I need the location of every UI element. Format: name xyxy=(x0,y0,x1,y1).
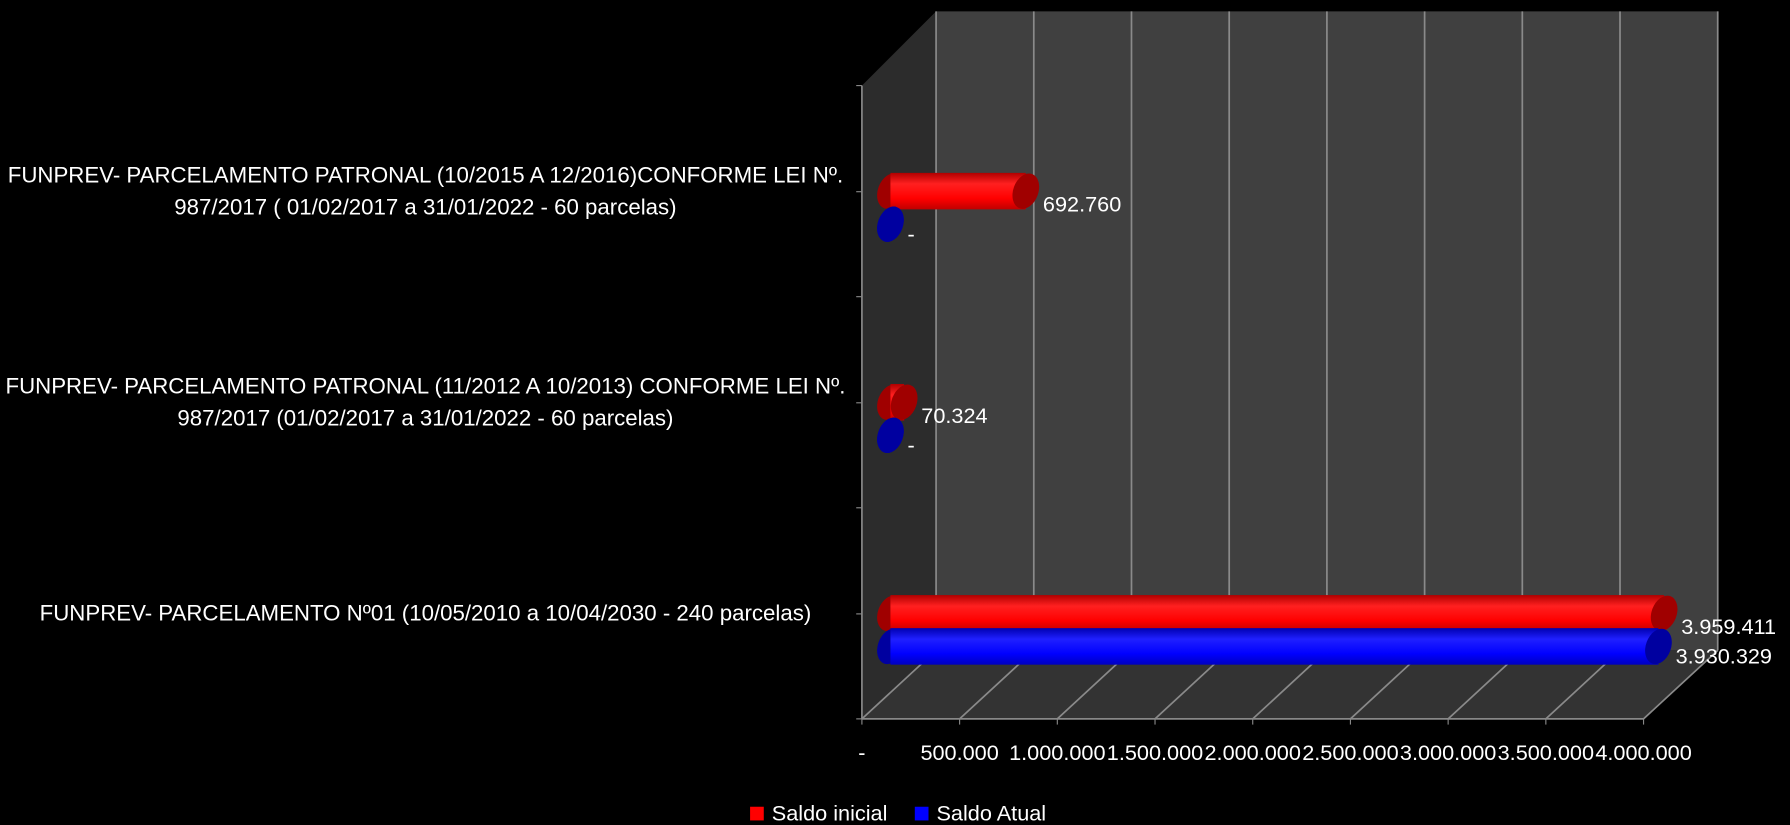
y-tick-label: FUNPREV- PARCELAMENTO Nº01 (10/05/2010 a… xyxy=(39,600,812,626)
bar-cap xyxy=(1650,595,1678,632)
data-label: - xyxy=(908,432,915,457)
legend-label: Saldo Atual xyxy=(936,800,1046,825)
data-label: - xyxy=(908,221,915,246)
y-tick-label: FUNPREV- PARCELAMENTO PATRONAL (10/2015 … xyxy=(7,162,844,220)
legend-swatch xyxy=(750,806,764,821)
x-tick-label: 4.000.000 xyxy=(1595,740,1691,765)
x-tick-label: 1.500.000 xyxy=(1107,740,1203,765)
bar-cap xyxy=(877,206,904,242)
bar xyxy=(877,595,1678,632)
x-tick-label: 500.000 xyxy=(920,740,998,765)
x-tick-label: 1.000.000 xyxy=(1009,740,1105,765)
bar xyxy=(877,172,1040,210)
x-tick-label: 2.500.000 xyxy=(1302,740,1398,765)
data-label: 3.930.329 xyxy=(1676,644,1772,669)
bar xyxy=(877,206,904,242)
data-label: 70.324 xyxy=(921,403,987,428)
category-label-box: FUNPREV- PARCELAMENTO Nº01 (10/05/2010 a… xyxy=(39,600,812,626)
x-tick-label: 3.500.000 xyxy=(1498,740,1594,765)
bar-cap xyxy=(877,417,904,454)
data-label: 3.959.411 xyxy=(1681,614,1776,639)
x-tick-label: - xyxy=(858,740,865,765)
bar xyxy=(877,417,904,454)
bar-body xyxy=(890,595,1665,632)
grid-line xyxy=(1642,649,1719,720)
data-label: 692.760 xyxy=(1043,192,1121,217)
legend-swatch xyxy=(914,806,929,821)
x-tick-label: 3.000.000 xyxy=(1400,740,1496,765)
category-label-box: FUNPREV- PARCELAMENTO PATRONAL (10/2015 … xyxy=(7,162,844,220)
y-tick-label: FUNPREV- PARCELAMENTO PATRONAL (11/2012 … xyxy=(5,373,846,431)
legend-label: Saldo inicial xyxy=(772,800,888,825)
bar-body xyxy=(890,628,1659,665)
category-label-box: FUNPREV- PARCELAMENTO PATRONAL (11/2012 … xyxy=(5,373,846,431)
bar xyxy=(877,383,918,421)
bar xyxy=(877,628,1672,665)
x-tick-label: 2.000.000 xyxy=(1205,740,1301,765)
bar-cap xyxy=(1645,628,1672,665)
bar-cap xyxy=(1012,173,1040,209)
bar-body xyxy=(890,172,1026,210)
bar-cap xyxy=(890,384,918,420)
